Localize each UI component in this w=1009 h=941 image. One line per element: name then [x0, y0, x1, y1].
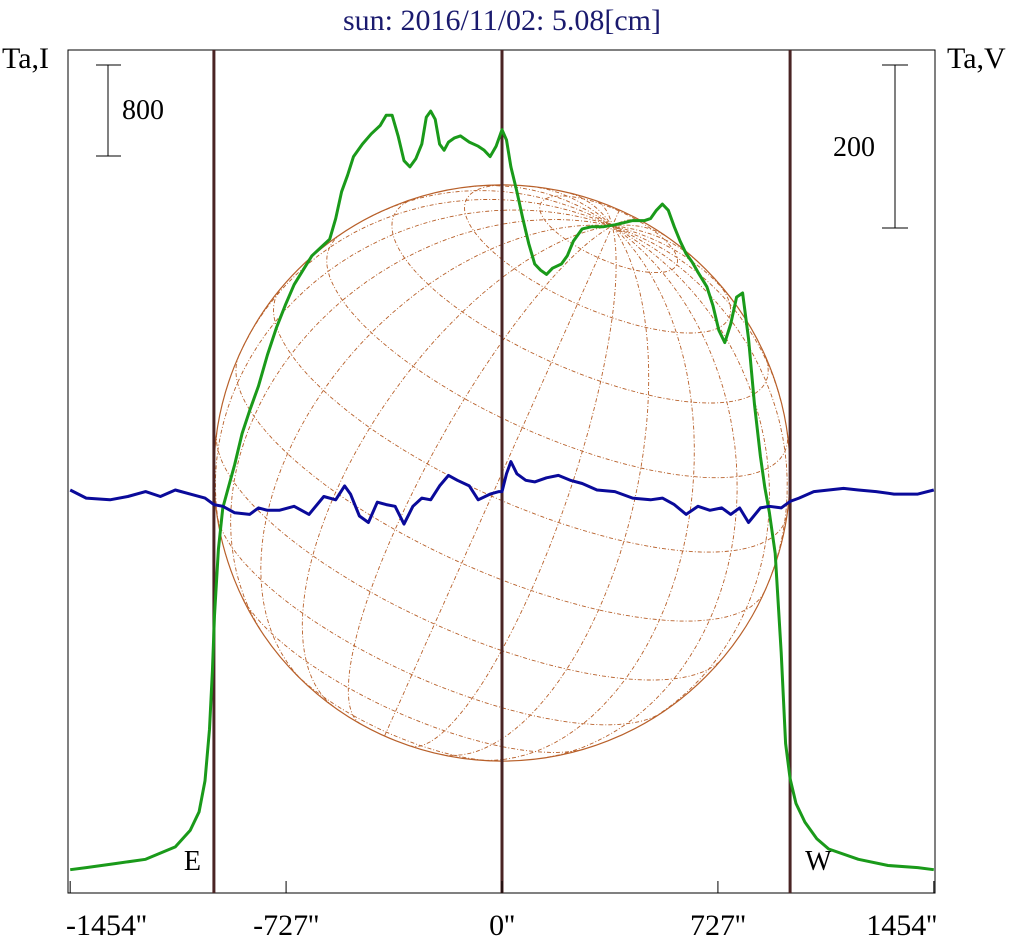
- right-axis-label: Ta,V: [947, 42, 1006, 75]
- x-tick-label: -1454'': [66, 909, 147, 941]
- longitude-line: [409, 225, 617, 747]
- x-tick-label: -727'': [253, 909, 319, 941]
- longitude-line: [215, 209, 613, 533]
- latitude-line: [326, 233, 789, 479]
- series-i-line: [70, 109, 934, 872]
- longitude-line: [230, 219, 613, 630]
- longitude-line: [528, 185, 613, 227]
- right-scale-bar: 200: [833, 64, 908, 229]
- chart-title: sun: 2016/11/02: 5.08[cm]: [343, 4, 661, 37]
- longitude-line: [347, 225, 613, 725]
- x-tick-label: 727'': [690, 909, 746, 941]
- x-tick-label: 0'': [489, 909, 515, 941]
- latitude-line: [217, 518, 658, 726]
- longitude-line: [485, 225, 695, 761]
- latitude-line: [464, 184, 732, 334]
- latitude-line: [539, 195, 678, 274]
- longitude-line: [611, 209, 620, 227]
- left-scale-bar-label: 800: [122, 95, 164, 126]
- limb-label-e: E: [184, 846, 201, 877]
- limb-label-w: W: [805, 846, 832, 877]
- longitude-line: [238, 199, 613, 356]
- series-lines: [69, 109, 935, 872]
- x-tick-label: 1454'': [866, 909, 937, 941]
- longitude-line: [612, 225, 738, 307]
- longitude-line: [384, 225, 613, 737]
- latitude-line: [242, 597, 583, 753]
- longitude-line: [612, 225, 788, 591]
- longitude-line: [546, 225, 738, 758]
- latitude-line: [273, 290, 787, 553]
- longitude-line: [597, 201, 613, 227]
- x-axis-ticks: -1454'' -727'' 0'' 727'' 1454'': [66, 881, 937, 941]
- longitude-line: [440, 225, 650, 756]
- right-scale-bar-label: 200: [833, 132, 875, 163]
- left-scale-bar: 800: [96, 64, 164, 157]
- longitude-line: [301, 225, 613, 707]
- longitude-line: [612, 225, 770, 723]
- latitude-line: [235, 355, 766, 622]
- latitude-line: [215, 433, 723, 681]
- left-axis-label: Ta,I: [2, 42, 49, 75]
- longitude-line: [612, 225, 782, 401]
- series-v-line: [69, 460, 935, 526]
- longitude-line: [369, 190, 613, 227]
- longitude-line: [260, 224, 613, 678]
- latitude-line: [294, 673, 491, 762]
